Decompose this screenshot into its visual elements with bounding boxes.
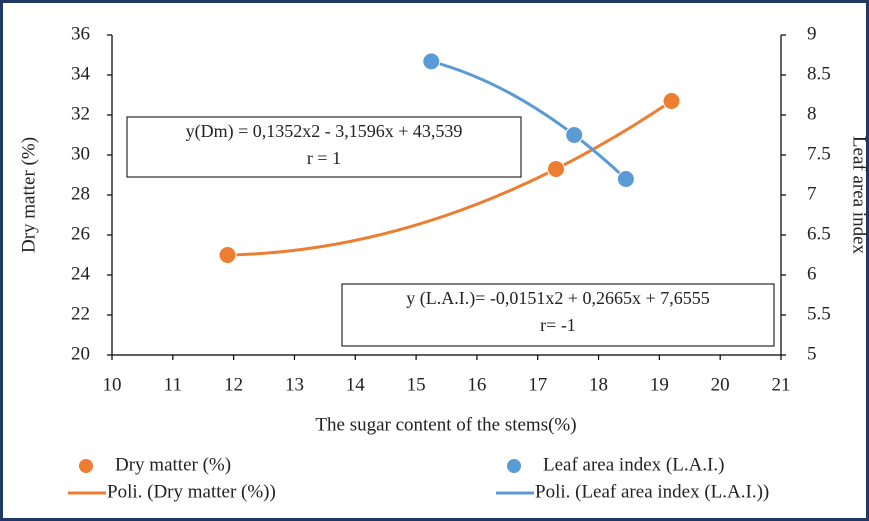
x-tick-label: 11: [164, 374, 182, 395]
y-tick-label: 22: [71, 303, 90, 324]
y-tick-label: 30: [71, 143, 90, 164]
x-tick-label: 12: [224, 374, 243, 395]
x-tick-label: 10: [103, 374, 122, 395]
x-tick-label: 16: [467, 374, 486, 395]
x-tick-label: 21: [772, 374, 791, 395]
point: [565, 126, 584, 144]
x-tick-label: 14: [346, 374, 366, 395]
legend-marker: [79, 459, 93, 473]
y-tick-label: 28: [71, 183, 90, 204]
y2-tick-label: 5.5: [807, 303, 831, 324]
y2-tick-label: 6.5: [807, 223, 831, 244]
point: [422, 52, 441, 71]
y-tick-label: 34: [71, 63, 91, 84]
y-tick-label: 32: [71, 103, 90, 124]
y-tick-label: 24: [71, 263, 91, 284]
legend-label: Poli. (Dry matter (%)): [107, 481, 276, 502]
y-tick-label: 20: [71, 343, 90, 364]
annotation-box: [126, 116, 522, 178]
y2-tick-label: 5: [807, 343, 817, 364]
y2-tick-label: 6: [807, 263, 817, 284]
trendline: [430, 59, 627, 181]
point: [218, 246, 237, 264]
x-tick-label: 18: [589, 374, 608, 395]
y2-tick-label: 8.5: [807, 63, 831, 84]
y-tick-label: 26: [71, 223, 90, 244]
annotation-text: y(Dm) = 0,1352x2 - 3,1596x + 43,539: [186, 121, 463, 142]
x-tick-label: 19: [650, 374, 669, 395]
y2-tick-label: 7.5: [807, 143, 831, 164]
annotation-text: r = 1: [307, 148, 341, 168]
x-tick-label: 15: [407, 374, 426, 395]
y-tick-label: 36: [71, 23, 90, 44]
annotation-text: r= -1: [540, 315, 576, 335]
y-axis-label: Dry matter (%): [18, 137, 39, 253]
annotation-text: y (L.A.I.)= -0,0151x2 + 0,2665x + 7,6555: [406, 288, 709, 309]
point: [616, 170, 635, 188]
y2-tick-label: 9: [807, 23, 817, 44]
trendline: [227, 99, 673, 257]
point: [546, 160, 565, 178]
x-tick-label: 13: [285, 374, 304, 395]
y2-tick-label: 8: [807, 103, 817, 124]
point: [662, 92, 681, 110]
x-axis-label: The sugar content of the stems(%): [315, 414, 576, 435]
x-tick-label: 20: [711, 374, 730, 395]
y2-axis-label: Leaf area index: [849, 136, 869, 255]
x-tick-label: 17: [528, 374, 547, 395]
annotation-box: [341, 283, 775, 347]
legend-label: Leaf area index (L.A.I.): [543, 454, 724, 475]
legend-label: Dry matter (%): [115, 454, 231, 475]
legend-label: Poli. (Leaf area index (L.A.I.)): [535, 481, 769, 502]
legend-marker: [507, 459, 521, 473]
y2-tick-label: 7: [807, 183, 817, 204]
